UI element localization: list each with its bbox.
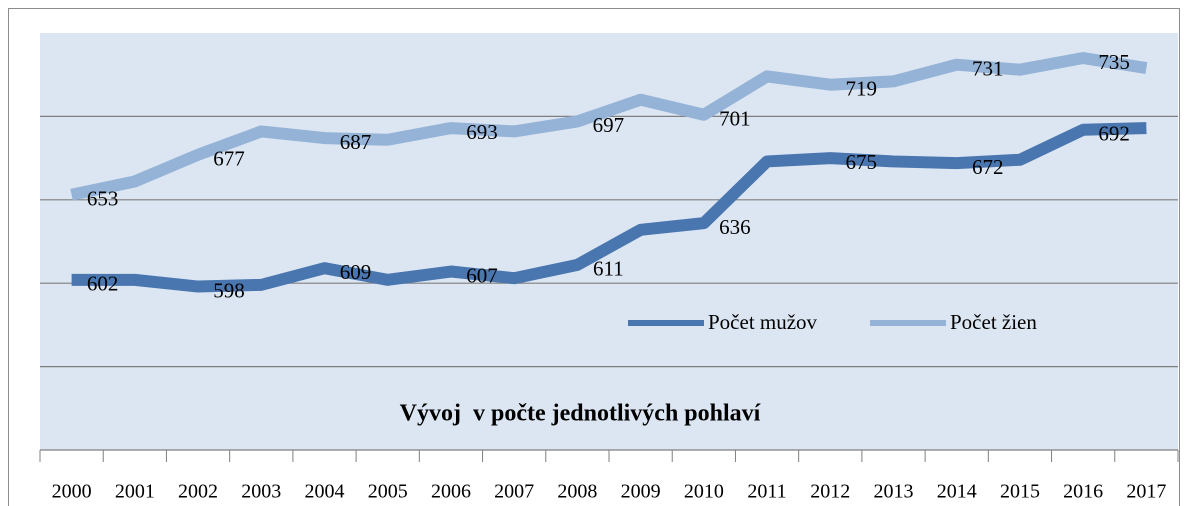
data-label: 602 <box>87 272 119 296</box>
data-label: 636 <box>719 215 751 239</box>
x-tick-label: 2003 <box>241 481 281 503</box>
data-label: 692 <box>1098 122 1130 146</box>
data-label: 687 <box>340 130 372 154</box>
x-tick-label: 2009 <box>621 481 661 503</box>
data-label: 731 <box>972 57 1004 81</box>
x-tick-label: 2007 <box>494 481 534 503</box>
x-tick-label: 2015 <box>1000 481 1040 503</box>
x-tick-label: 2008 <box>557 481 597 503</box>
data-label: 677 <box>213 147 245 171</box>
chart-title: Vývoj v počte jednotlivých pohlaví <box>400 401 761 427</box>
data-label: 609 <box>340 260 372 284</box>
data-label: 693 <box>466 120 498 144</box>
x-tick-label: 2016 <box>1063 481 1103 503</box>
data-label: 607 <box>466 263 498 287</box>
data-label: 719 <box>846 77 878 101</box>
data-label: 598 <box>213 278 245 302</box>
x-tick-label: 2014 <box>937 481 977 503</box>
x-tick-label: 2011 <box>747 481 786 503</box>
x-tick-label: 2004 <box>305 481 345 503</box>
data-label: 697 <box>593 113 625 137</box>
data-label: 701 <box>719 107 751 131</box>
series-line <box>70 52 1148 201</box>
data-label: 735 <box>1098 50 1130 74</box>
series-line <box>71 122 1147 293</box>
x-tick-label: 2000 <box>52 481 92 503</box>
x-tick-label: 2006 <box>431 481 471 503</box>
x-tick-label: 2001 <box>115 481 155 503</box>
x-tick-label: 2013 <box>874 481 914 503</box>
x-tick-label: 2012 <box>810 481 850 503</box>
data-label: 672 <box>972 155 1004 179</box>
data-label: 653 <box>87 187 119 211</box>
x-tick-label: 2005 <box>368 481 408 503</box>
data-label: 675 <box>846 150 878 174</box>
data-label: 611 <box>593 257 624 281</box>
x-tick-label: 2002 <box>178 481 218 503</box>
x-tick-label: 2010 <box>684 481 724 503</box>
legend-label: Počet mužov <box>708 310 818 334</box>
x-tick-label: 2017 <box>1126 481 1166 503</box>
legend-label: Počet žien <box>950 310 1037 334</box>
